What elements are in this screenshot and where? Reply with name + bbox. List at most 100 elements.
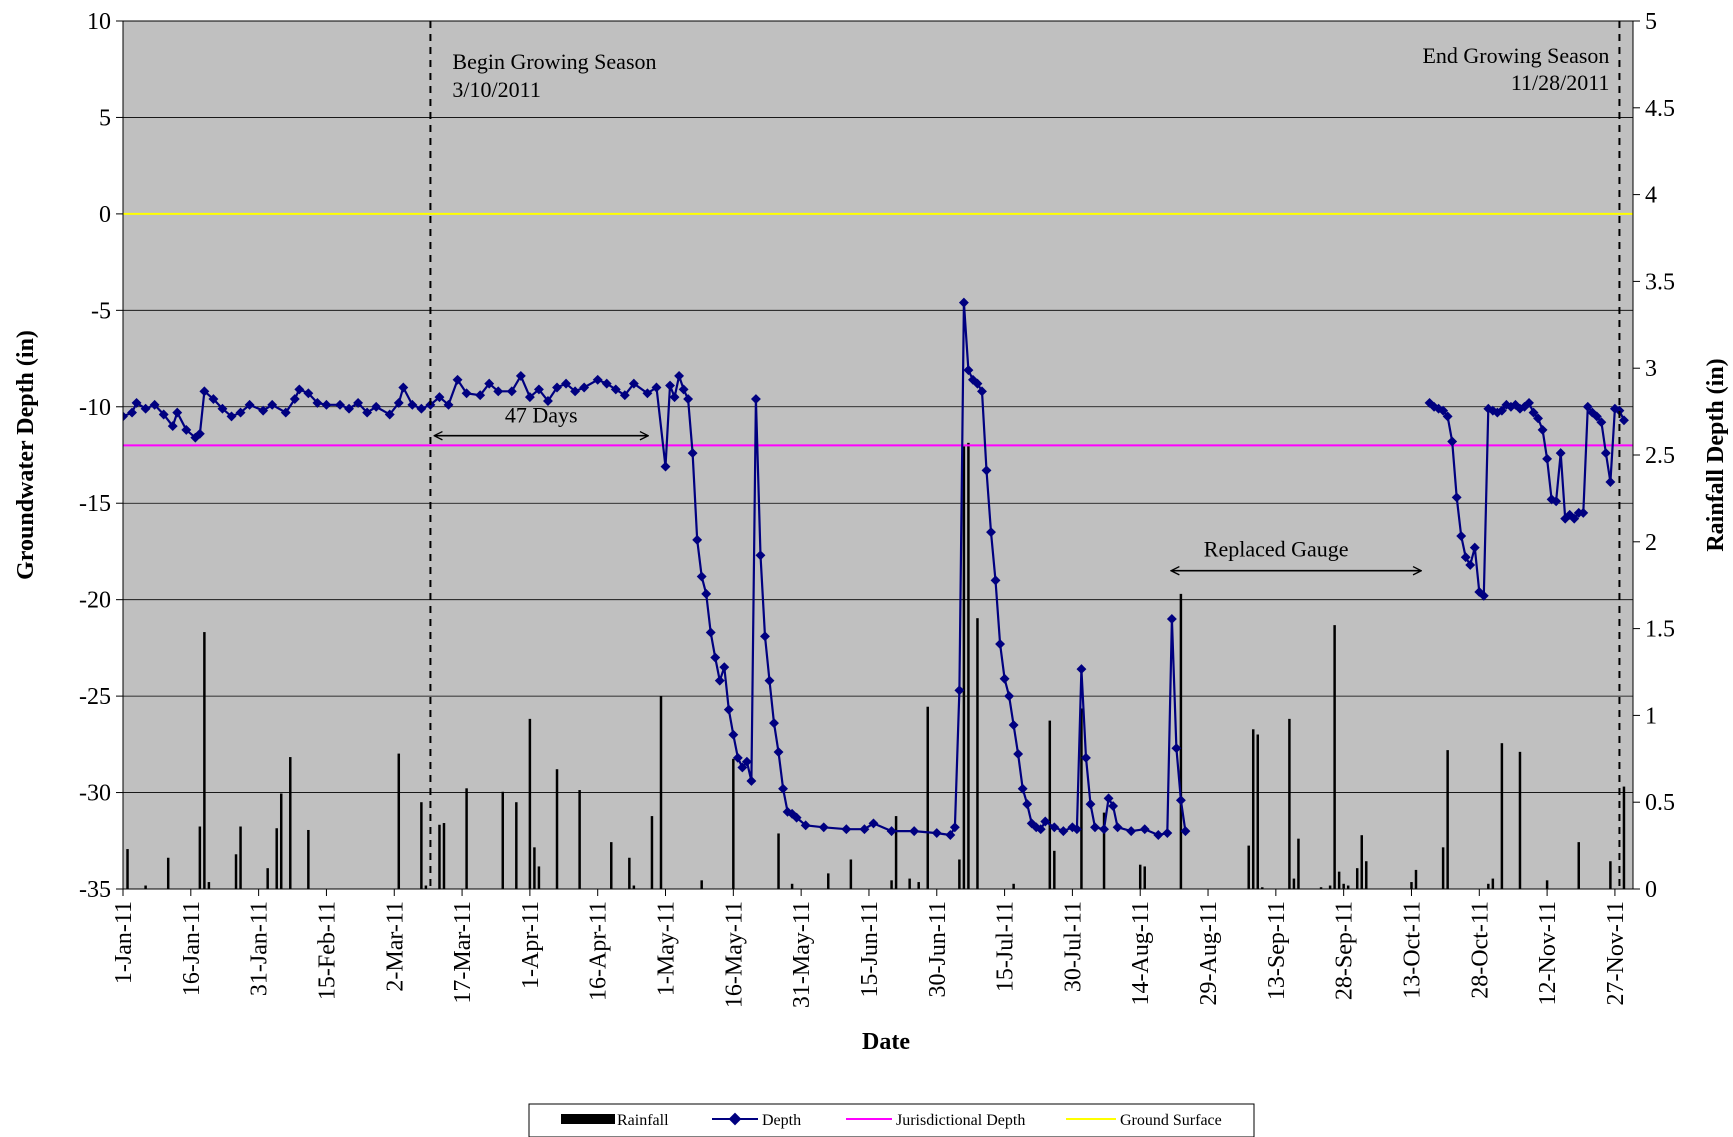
rainfall-bar bbox=[890, 880, 893, 889]
depth-marker bbox=[977, 386, 987, 397]
depth-marker bbox=[1013, 749, 1024, 759]
rainfall-bar bbox=[239, 826, 242, 889]
rainfall-bar bbox=[908, 878, 911, 889]
depth-marker bbox=[362, 407, 373, 418]
depth-marker bbox=[533, 384, 544, 395]
depth-marker bbox=[1478, 590, 1489, 601]
depth-marker bbox=[552, 382, 562, 393]
depth-marker bbox=[515, 370, 526, 381]
x-tick-label: 30-Jun-11 bbox=[925, 901, 951, 997]
rainfall-bar bbox=[1360, 835, 1363, 889]
depth-marker bbox=[217, 403, 228, 414]
depth-marker bbox=[800, 820, 811, 831]
depth-marker bbox=[592, 374, 603, 385]
x-tick-label: 15-Feb-11 bbox=[314, 901, 340, 1000]
depth-marker bbox=[601, 378, 612, 389]
x-tick-label: 16-May-11 bbox=[721, 901, 747, 1008]
depth-marker bbox=[705, 627, 716, 638]
depth-marker bbox=[1600, 448, 1611, 459]
depth-marker bbox=[909, 826, 920, 837]
rainfall-bar bbox=[1048, 720, 1052, 889]
depth-marker bbox=[294, 384, 305, 395]
x-tick-label: 12-Nov-11 bbox=[1535, 901, 1561, 1005]
legend-label-rainfall: Rainfall bbox=[617, 1112, 669, 1129]
x-tick-label: 31-May-11 bbox=[789, 901, 815, 1008]
rainfall-bar bbox=[1319, 887, 1323, 889]
depth-marker bbox=[1496, 405, 1507, 416]
y-left-tick-label: -35 bbox=[79, 877, 111, 903]
depth-marker bbox=[1076, 664, 1087, 675]
y-right-tick-label: 3 bbox=[1645, 356, 1657, 382]
depth-marker bbox=[1537, 424, 1548, 435]
depth-marker bbox=[561, 378, 572, 389]
y-left-tick-label: 0 bbox=[99, 202, 111, 228]
y-axis-left-title: Groundwater Depth (in) bbox=[13, 330, 39, 580]
rainfall-bar bbox=[279, 793, 283, 889]
depth-marker bbox=[1456, 531, 1467, 541]
depth-marker bbox=[972, 378, 983, 389]
depth-marker bbox=[1004, 691, 1015, 702]
depth-marker bbox=[543, 396, 553, 406]
depth-marker bbox=[1180, 826, 1191, 837]
depth-marker bbox=[746, 776, 757, 786]
y-right-tick-label: 3.5 bbox=[1645, 269, 1675, 295]
legend-label-depth: Depth bbox=[762, 1112, 801, 1129]
x-tick-label: 31-Jan-11 bbox=[247, 901, 273, 996]
end-season-title: End Growing Season bbox=[1422, 43, 1609, 68]
rainfall-bar bbox=[1297, 838, 1300, 889]
depth-marker bbox=[226, 411, 237, 422]
depth-marker bbox=[755, 550, 766, 561]
depth-marker bbox=[1542, 453, 1553, 464]
depth-marker bbox=[1596, 417, 1607, 428]
depth-marker bbox=[127, 407, 137, 418]
depth-marker bbox=[1108, 801, 1119, 812]
depth-marker bbox=[1451, 492, 1462, 503]
rainfall-bar bbox=[628, 857, 631, 889]
depth-marker bbox=[1465, 559, 1476, 570]
rainfall-bar bbox=[958, 859, 961, 889]
rainfall-bar bbox=[528, 718, 532, 889]
rainfall-bar bbox=[1333, 625, 1336, 889]
rainfall-bar bbox=[1622, 786, 1626, 889]
depth-marker bbox=[1442, 411, 1453, 422]
y-right-tick-label: 5 bbox=[1645, 9, 1657, 35]
begin-season-date: 3/10/2011 bbox=[452, 77, 540, 102]
depth-marker bbox=[1614, 405, 1625, 416]
depth-marker bbox=[344, 403, 354, 414]
rainfall-bar bbox=[1342, 883, 1345, 889]
depth-marker bbox=[1071, 824, 1082, 835]
depth-marker bbox=[1175, 795, 1186, 806]
x-tick-label: 1-Apr-11 bbox=[518, 901, 544, 989]
x-tick-label: 30-Jul-11 bbox=[1060, 901, 1086, 992]
depth-marker bbox=[963, 365, 974, 376]
depth-marker bbox=[750, 394, 761, 405]
depth-marker bbox=[791, 812, 802, 823]
gauge-label: Replaced Gauge bbox=[1204, 537, 1349, 562]
y-left-tick-label: 5 bbox=[99, 105, 111, 131]
depth-marker bbox=[741, 756, 752, 767]
y-right-tick-label: 0.5 bbox=[1645, 790, 1675, 816]
depth-marker bbox=[674, 370, 685, 381]
legend-label-jurisdictional: Jurisdictional Depth bbox=[896, 1112, 1025, 1129]
x-tick-label: 14-Aug-11 bbox=[1128, 901, 1154, 1005]
begin-season-title: Begin Growing Season bbox=[452, 49, 656, 74]
rainfall-bar bbox=[926, 706, 929, 889]
x-tick-label: 15-Jun-11 bbox=[857, 901, 883, 997]
y-right-tick-label: 1.5 bbox=[1645, 617, 1675, 643]
depth-marker bbox=[710, 652, 721, 663]
y-right-tick-label: 4.5 bbox=[1645, 96, 1675, 122]
depth-marker bbox=[990, 575, 1001, 586]
depth-marker bbox=[1166, 614, 1177, 624]
rainfall-bar bbox=[289, 757, 292, 889]
rainfall-bar bbox=[1012, 883, 1015, 889]
depth-marker bbox=[1049, 822, 1060, 833]
rainfall-bar bbox=[234, 854, 238, 889]
rainfall-bar bbox=[1609, 861, 1612, 889]
depth-marker bbox=[1085, 799, 1096, 810]
depth-marker bbox=[678, 384, 689, 395]
depth-marker bbox=[1591, 411, 1602, 422]
depth-marker bbox=[335, 399, 345, 410]
rainfall-bar bbox=[307, 829, 310, 889]
y-right-tick-label: 1 bbox=[1645, 703, 1657, 729]
rainfall-bar bbox=[166, 857, 170, 889]
